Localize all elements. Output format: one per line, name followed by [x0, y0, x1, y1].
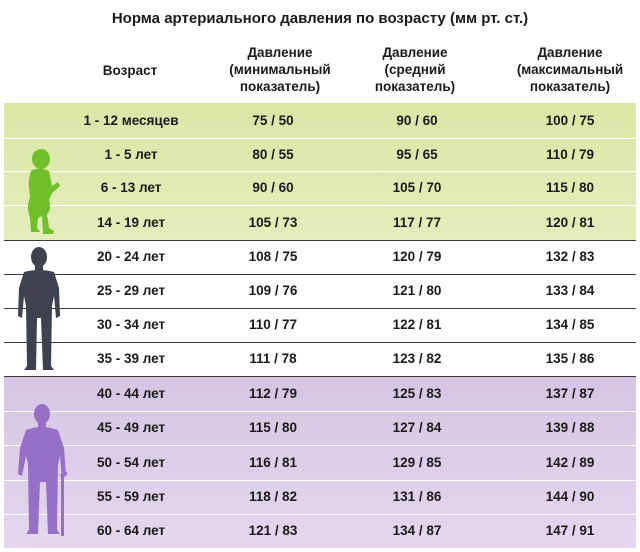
cell-max: 135 / 86: [545, 351, 595, 366]
cell-max: 142 / 89: [545, 454, 595, 470]
cell-age: 35 - 39 лет: [96, 351, 166, 366]
cell-age: 25 - 29 лет: [96, 283, 166, 298]
header-age: Возраст: [102, 63, 158, 78]
row-separator: [4, 376, 636, 377]
header-min-pressure: Давление (минимальный показатель): [229, 45, 331, 94]
row-separator: [4, 171, 636, 172]
row-separator: [4, 480, 636, 481]
row-separator: [4, 445, 636, 446]
row-separator: [4, 308, 636, 309]
cell-age: 6 - 13 лет: [100, 180, 162, 195]
cell-max: 137 / 87: [545, 385, 595, 401]
cell-age: 55 - 59 лет: [96, 489, 166, 504]
cell-max: 110 / 79: [545, 146, 595, 162]
cell-min: 90 / 60: [252, 180, 294, 195]
cell-max: 120 / 81: [545, 214, 595, 230]
cell-min: 111 / 78: [249, 351, 297, 366]
cell-min: 108 / 75: [248, 249, 298, 264]
cell-min: 116 / 81: [248, 454, 298, 470]
cell-max: 134 / 85: [545, 317, 595, 332]
cell-age: 14 - 19 лет: [96, 214, 166, 230]
cell-mid: 95 / 65: [396, 146, 438, 162]
cell-mid: 125 / 83: [392, 385, 442, 401]
cell-min: 112 / 79: [248, 385, 298, 401]
cell-mid: 105 / 70: [392, 180, 442, 195]
cell-min: 109 / 76: [248, 283, 298, 298]
row-separator: [4, 411, 636, 412]
cell-mid: 127 / 84: [392, 420, 442, 435]
cell-mid: 122 / 81: [392, 317, 442, 332]
row-separator: [4, 274, 636, 275]
cell-max: 147 / 91: [545, 523, 595, 538]
elderly-man-with-cane-icon: [18, 404, 67, 536]
cell-mid: 121 / 80: [392, 283, 442, 298]
row-separator: [4, 240, 636, 241]
cell-max: 139 / 88: [545, 420, 595, 435]
cell-age: 60 - 64 лет: [96, 523, 166, 538]
cell-min: 110 / 77: [248, 317, 298, 332]
header-max-pressure: Давление (максимальный показатель): [516, 45, 624, 94]
man-silhouette-icon: [18, 247, 60, 370]
cell-mid: 90 / 60: [396, 112, 438, 128]
cell-age: 1 - 12 месяцев: [83, 112, 179, 128]
cell-max: 133 / 84: [545, 283, 595, 298]
cell-mid: 120 / 79: [392, 249, 442, 264]
child-silhouette-icon: [28, 149, 60, 234]
cell-mid: 117 / 77: [392, 214, 442, 230]
cell-min: 118 / 82: [248, 489, 298, 504]
cell-max: 144 / 90: [545, 489, 595, 504]
cell-age: 20 - 24 лет: [96, 249, 166, 264]
cell-age: 30 - 34 лет: [96, 317, 166, 332]
cell-max: 100 / 75: [545, 112, 595, 128]
cell-mid: 131 / 86: [392, 489, 442, 504]
elder-age-band: [4, 376, 636, 548]
row-separator: [4, 205, 636, 206]
cell-max: 115 / 80: [545, 180, 595, 195]
cell-age: 1 - 5 лет: [104, 146, 158, 162]
cell-age: 45 - 49 лет: [96, 420, 166, 435]
cell-age: 40 - 44 лет: [96, 385, 166, 401]
cell-min: 75 / 50: [252, 112, 294, 128]
cell-min: 80 / 55: [252, 146, 294, 162]
cell-mid: 129 / 85: [392, 454, 442, 470]
row-separator: [4, 514, 636, 515]
cell-max: 132 / 83: [545, 249, 595, 264]
header-mid-pressure: Давление (средний показатель): [374, 45, 456, 94]
cell-mid: 123 / 82: [392, 351, 442, 366]
cell-min: 115 / 80: [248, 420, 298, 435]
page-title: Норма артериального давления по возрасту…: [111, 10, 529, 27]
cell-mid: 134 / 87: [392, 523, 442, 538]
cell-min: 105 / 73: [248, 214, 298, 230]
row-separator: [4, 138, 636, 139]
row-separator: [4, 342, 636, 343]
cell-age: 50 - 54 лет: [96, 454, 166, 470]
cell-min: 121 / 83: [248, 523, 298, 538]
